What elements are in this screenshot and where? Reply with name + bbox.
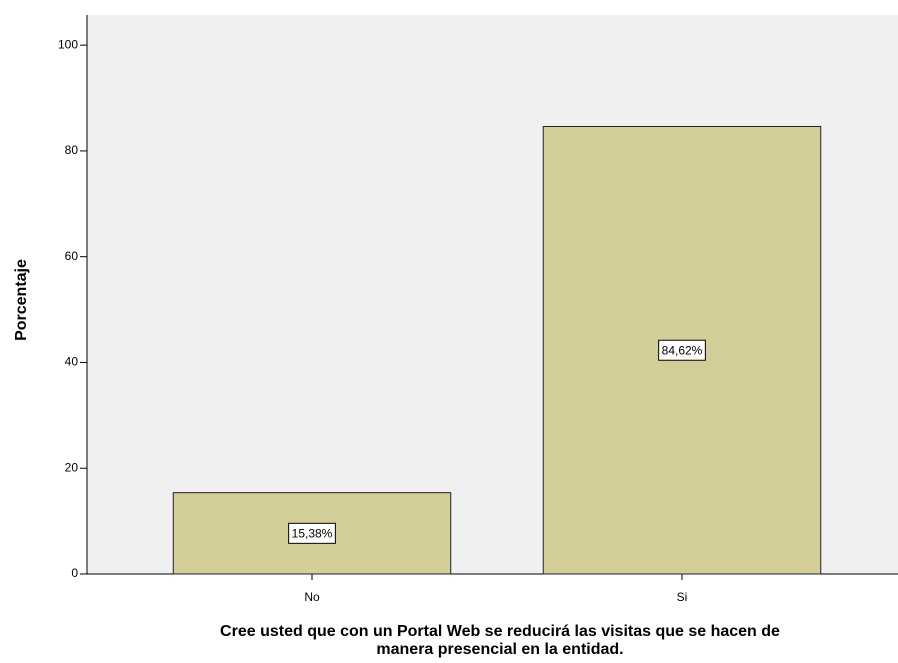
value-label: 15,38% [292, 527, 333, 541]
y-tick-label: 80 [65, 143, 79, 157]
value-label-box [288, 522, 336, 544]
y-tick-label: 20 [65, 460, 79, 474]
y-tick-label: 40 [65, 355, 79, 369]
value-label-box [658, 339, 706, 361]
y-axis-title: Porcentaje [13, 259, 30, 341]
x-axis-title: manera presencial en la entidad. [376, 641, 623, 658]
y-tick-label: 100 [58, 37, 78, 51]
x-tick-label: No [304, 590, 320, 604]
y-tick-label: 60 [65, 249, 79, 263]
value-label: 84,62% [662, 343, 703, 357]
x-axis-title: Cree usted que con un Portal Web se redu… [220, 623, 780, 640]
x-tick-label: Si [677, 590, 688, 604]
y-tick-label: 0 [71, 566, 78, 580]
